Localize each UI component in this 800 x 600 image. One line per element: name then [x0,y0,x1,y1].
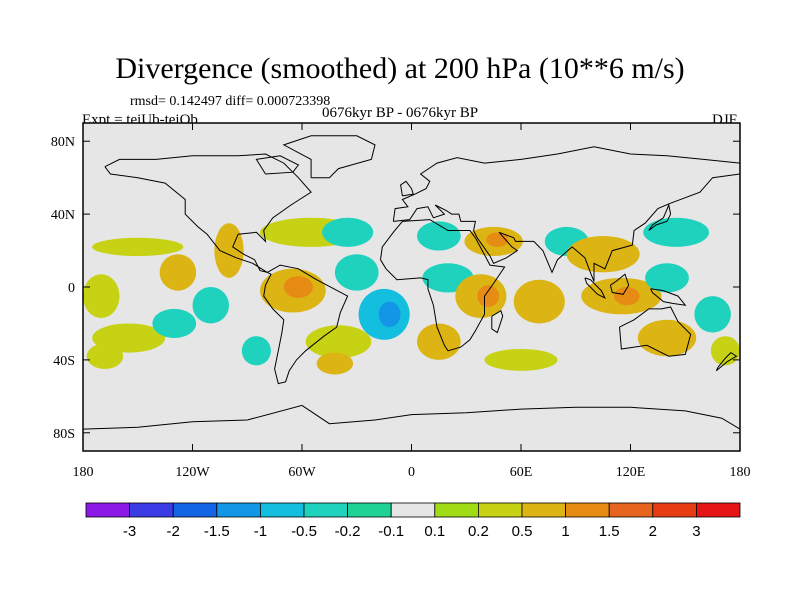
colorbar-label: 0.5 [512,523,533,540]
x-tick-label: 180 [730,465,751,480]
colorbar-label: -0.1 [378,523,404,540]
colorbar-label: -0.2 [335,523,361,540]
y-tick-label: 40S [53,354,75,369]
colorbar-label: -2 [167,523,180,540]
y-tick-label: 40N [51,208,75,223]
contour-region-wpac-neg2 [645,263,689,293]
colorbar-label: -1 [254,523,267,540]
colorbar: -3 -2 -1.5 -1 -0.5 -0.2 -0.1 0.1 0.2 0.5 1 1.5 2 3 [85,502,741,540]
contour-region-s-am-core [283,276,313,298]
coastline-south-america [263,264,349,385]
contour-region-s-atl-core [378,301,401,328]
coastline-madagascar [491,309,504,334]
contour-region-n-atl-neg [322,217,374,247]
contour-region-c-pac-blob [159,254,197,291]
coastlines [83,135,740,430]
chart-title: Divergence (smoothed) at 200 hPa (10**6 … [115,52,685,85]
contour-region-n-atl-band [92,237,184,257]
coastline-new-guinea [650,288,687,306]
x-tick-label: 0 [408,465,415,480]
colorbar-label: -1.5 [204,523,230,540]
coastline-baffin [255,155,300,175]
colorbar-label: 1 [561,523,569,540]
colorbar-box [696,502,741,518]
contour-region-s-atl-pos [305,325,372,359]
contour-region-wpac-neg [643,217,709,247]
colorbar-box [390,502,436,518]
contour-region-s-afr-pos [416,323,461,360]
y-tick-label: 0 [68,281,75,296]
colorbar-label: 0.2 [468,523,489,540]
contour-region-n-afr-neg [416,221,461,251]
contour-region-afr-core [477,285,500,308]
colorbar-box [172,502,218,518]
coastline-antarctica [83,404,740,430]
coastline-japan [648,203,672,231]
colorbar-label: -0.5 [291,523,317,540]
coastline-africa [380,219,506,352]
x-tick-label: 120W [175,465,210,480]
contour-region-sw-pac-neg [694,296,731,333]
colorbar-box [434,502,479,518]
contour-region-nz-pos [710,336,740,366]
contour-region-far-south-pac [86,343,124,369]
x-tick-label: 120E [616,465,646,480]
contour-region-e-pac-neg [192,287,229,324]
colorbar-box [652,502,697,518]
coastline-new-zealand [715,351,738,372]
contour-region-asia-pos [566,235,640,273]
colorbar-label: 0.1 [424,523,445,540]
contour-region-s-ind-pos [484,348,558,371]
x-tick-label: 60E [510,465,533,480]
contour-region-s-pac-neg [152,308,197,339]
colorbar-box [216,502,261,518]
coastline-greenland [282,135,376,179]
contour-region-s-pac-neg2 [241,336,271,366]
coastline-sumatra [584,277,606,299]
contour-region-s-atl-pos2 [316,352,354,375]
contour-region-aus-pos [637,319,697,357]
colorbar-box [521,502,566,518]
contour-region-ind-ocean-pos [513,279,565,324]
colorbar-box [303,502,348,518]
y-tick-label: 80N [51,135,75,150]
map-axes: 180 120W 60W 0 60E 120E 180 80N 40N 0 40S 80S [51,122,751,480]
contour-region-e-pac-pos [214,223,244,278]
contour-region-trop-atl-neg [334,254,379,291]
colorbar-label: 2 [649,523,657,540]
coastline-north-america [104,153,312,273]
colorbar-label: 3 [692,523,700,540]
coastline-eurasia [392,146,740,282]
colorbar-box [608,502,654,518]
colorbar-box [259,502,305,518]
coastline-britain [400,180,414,197]
contour-region-maritime-core [614,287,640,306]
colorbar-box [347,502,392,518]
y-tick-label: 80S [53,427,75,442]
colorbar-box [565,502,610,518]
colorbar-label: 1.5 [599,523,620,540]
x-tick-label: 60W [288,465,316,480]
colorbar-box [477,502,523,518]
colorbar-box [85,502,130,518]
coastline-borneo [609,273,630,295]
colorbar-box [129,502,174,518]
contour-regions [83,217,740,375]
colorbar-label: -3 [123,523,136,540]
period-label: 0676kyr BP - 0676kyr BP [322,105,479,121]
map-area [83,123,740,451]
x-tick-label: 180 [73,465,94,480]
coastline-australia [619,306,692,357]
stats-text: rmsd= 0.142497 diff= 0.000723398 [130,94,331,109]
contour-region-trop-pac-west [83,274,120,318]
